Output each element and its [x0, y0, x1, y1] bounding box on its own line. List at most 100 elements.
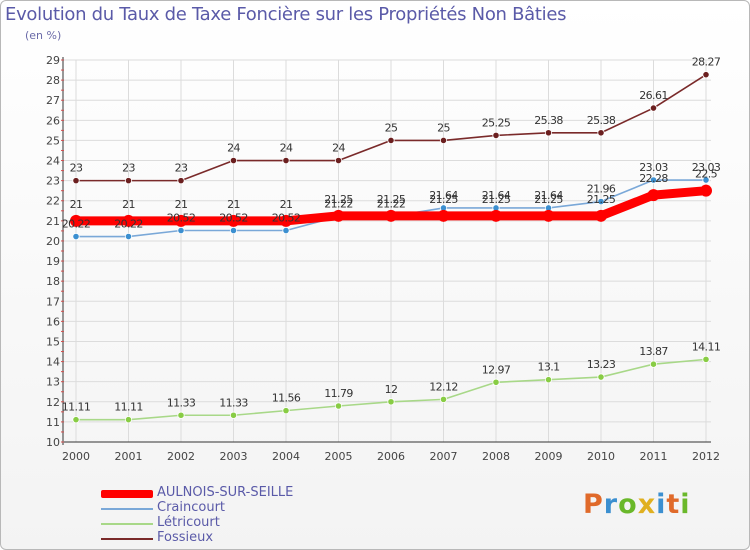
data-point [597, 373, 605, 381]
data-label: 11.33 [167, 396, 196, 409]
data-label: 21.25 [377, 193, 406, 206]
x-tick-label: 2004 [272, 450, 300, 463]
data-label: 14.11 [692, 340, 721, 353]
data-point [649, 360, 658, 368]
grid-lines [63, 59, 711, 443]
data-point [597, 129, 605, 137]
data-point [282, 407, 290, 415]
x-tick-label: 2007 [430, 450, 458, 463]
data-label: 21.22 [377, 197, 406, 210]
data-label: 21.64 [429, 189, 458, 202]
data-label: 21.64 [534, 189, 563, 202]
data-label: 21.96 [587, 183, 616, 196]
data-label: 21 [70, 198, 83, 211]
data-label: 21 [280, 198, 293, 211]
data-label: 11.56 [272, 392, 301, 405]
data-point [177, 226, 185, 235]
data-label: 25.25 [482, 116, 511, 129]
y-tick-label: 20 [46, 235, 60, 248]
chart-subtitle: (en %) [25, 29, 62, 42]
data-point [387, 398, 395, 406]
data-label: 21.25 [482, 193, 511, 206]
y-tick-label: 28 [46, 74, 60, 87]
legend-item: Létricourt [101, 515, 361, 531]
series-layer [70, 71, 712, 424]
logo-letter: o [618, 489, 638, 520]
data-point [70, 214, 82, 227]
data-label: 21 [175, 198, 188, 211]
data-point [72, 232, 80, 241]
data-point [702, 71, 710, 79]
data-label: 25 [385, 121, 398, 134]
data-label: 25 [437, 121, 450, 134]
data-label: 22.5 [695, 168, 718, 181]
data-label: 28.27 [692, 56, 721, 69]
logo-letter: r [603, 489, 619, 520]
y-tick-label: 19 [46, 255, 60, 268]
x-tick-label: 2006 [377, 450, 405, 463]
logo-letter: x [637, 489, 657, 520]
y-tick-label: 24 [46, 155, 60, 168]
legend-label: Létricourt [157, 515, 220, 530]
x-tick-label: 2010 [587, 450, 615, 463]
data-label: 26.61 [639, 89, 668, 102]
logo-letter: P [583, 489, 604, 520]
legend-label: Fossieux [157, 530, 214, 545]
data-label: 20.52 [219, 211, 248, 224]
y-tick-label: 22 [46, 195, 60, 208]
y-tick-label: 11 [46, 416, 60, 429]
data-label: 21.25 [587, 193, 616, 206]
data-label: 23 [70, 162, 83, 175]
data-point [700, 184, 712, 197]
y-tick-label: 17 [46, 295, 60, 308]
data-point [124, 232, 133, 241]
data-point [229, 156, 238, 165]
data-point [437, 209, 450, 222]
data-point [702, 355, 710, 363]
data-label: 13.23 [587, 358, 616, 371]
x-tick-label: 2012 [692, 450, 720, 463]
data-point [124, 177, 133, 185]
legend-item: Fossieux [101, 530, 361, 546]
data-point [387, 136, 395, 145]
y-tick-label: 21 [46, 215, 60, 228]
x-tick-label: 2008 [482, 450, 510, 463]
y-tick-label: 26 [46, 114, 60, 127]
legend-swatch [101, 490, 153, 498]
data-label: 21.25 [324, 193, 353, 206]
data-point [72, 416, 80, 424]
proxiti-logo: Proxiti [583, 489, 691, 520]
data-point [229, 226, 238, 235]
data-point [647, 189, 660, 202]
legend-swatch [101, 508, 153, 510]
legend-swatch [101, 523, 153, 525]
data-point [492, 378, 500, 386]
data-point [492, 131, 500, 139]
x-tick-label: 2001 [115, 450, 143, 463]
data-point [649, 176, 658, 184]
data-point [439, 136, 448, 145]
y-tick-label: 15 [46, 335, 60, 348]
data-label: 21 [227, 198, 240, 211]
data-label: 11.11 [114, 401, 143, 414]
data-label: 20.52 [167, 211, 196, 224]
data-label: 12.12 [429, 380, 458, 393]
logo-letter: t [666, 489, 681, 520]
data-point [542, 209, 555, 222]
data-label: 20.52 [272, 211, 301, 224]
data-point [177, 411, 185, 419]
y-tick-label: 16 [46, 315, 60, 328]
x-tick-label: 2003 [220, 450, 248, 463]
data-point [439, 395, 448, 403]
legend: AULNOIS-SUR-SEILLE Craincourt Létricourt… [101, 485, 361, 546]
x-tick-label: 2005 [325, 450, 353, 463]
data-label: 20.22 [62, 218, 91, 231]
y-tick-label: 25 [46, 134, 60, 147]
data-label: 24 [227, 142, 240, 155]
y-tick-label: 23 [46, 175, 60, 188]
x-tick-label: 2009 [535, 450, 563, 463]
data-point [334, 402, 343, 410]
data-label: 21.25 [534, 193, 563, 206]
data-label: 21 [122, 198, 135, 211]
data-label: 11.79 [324, 387, 353, 400]
